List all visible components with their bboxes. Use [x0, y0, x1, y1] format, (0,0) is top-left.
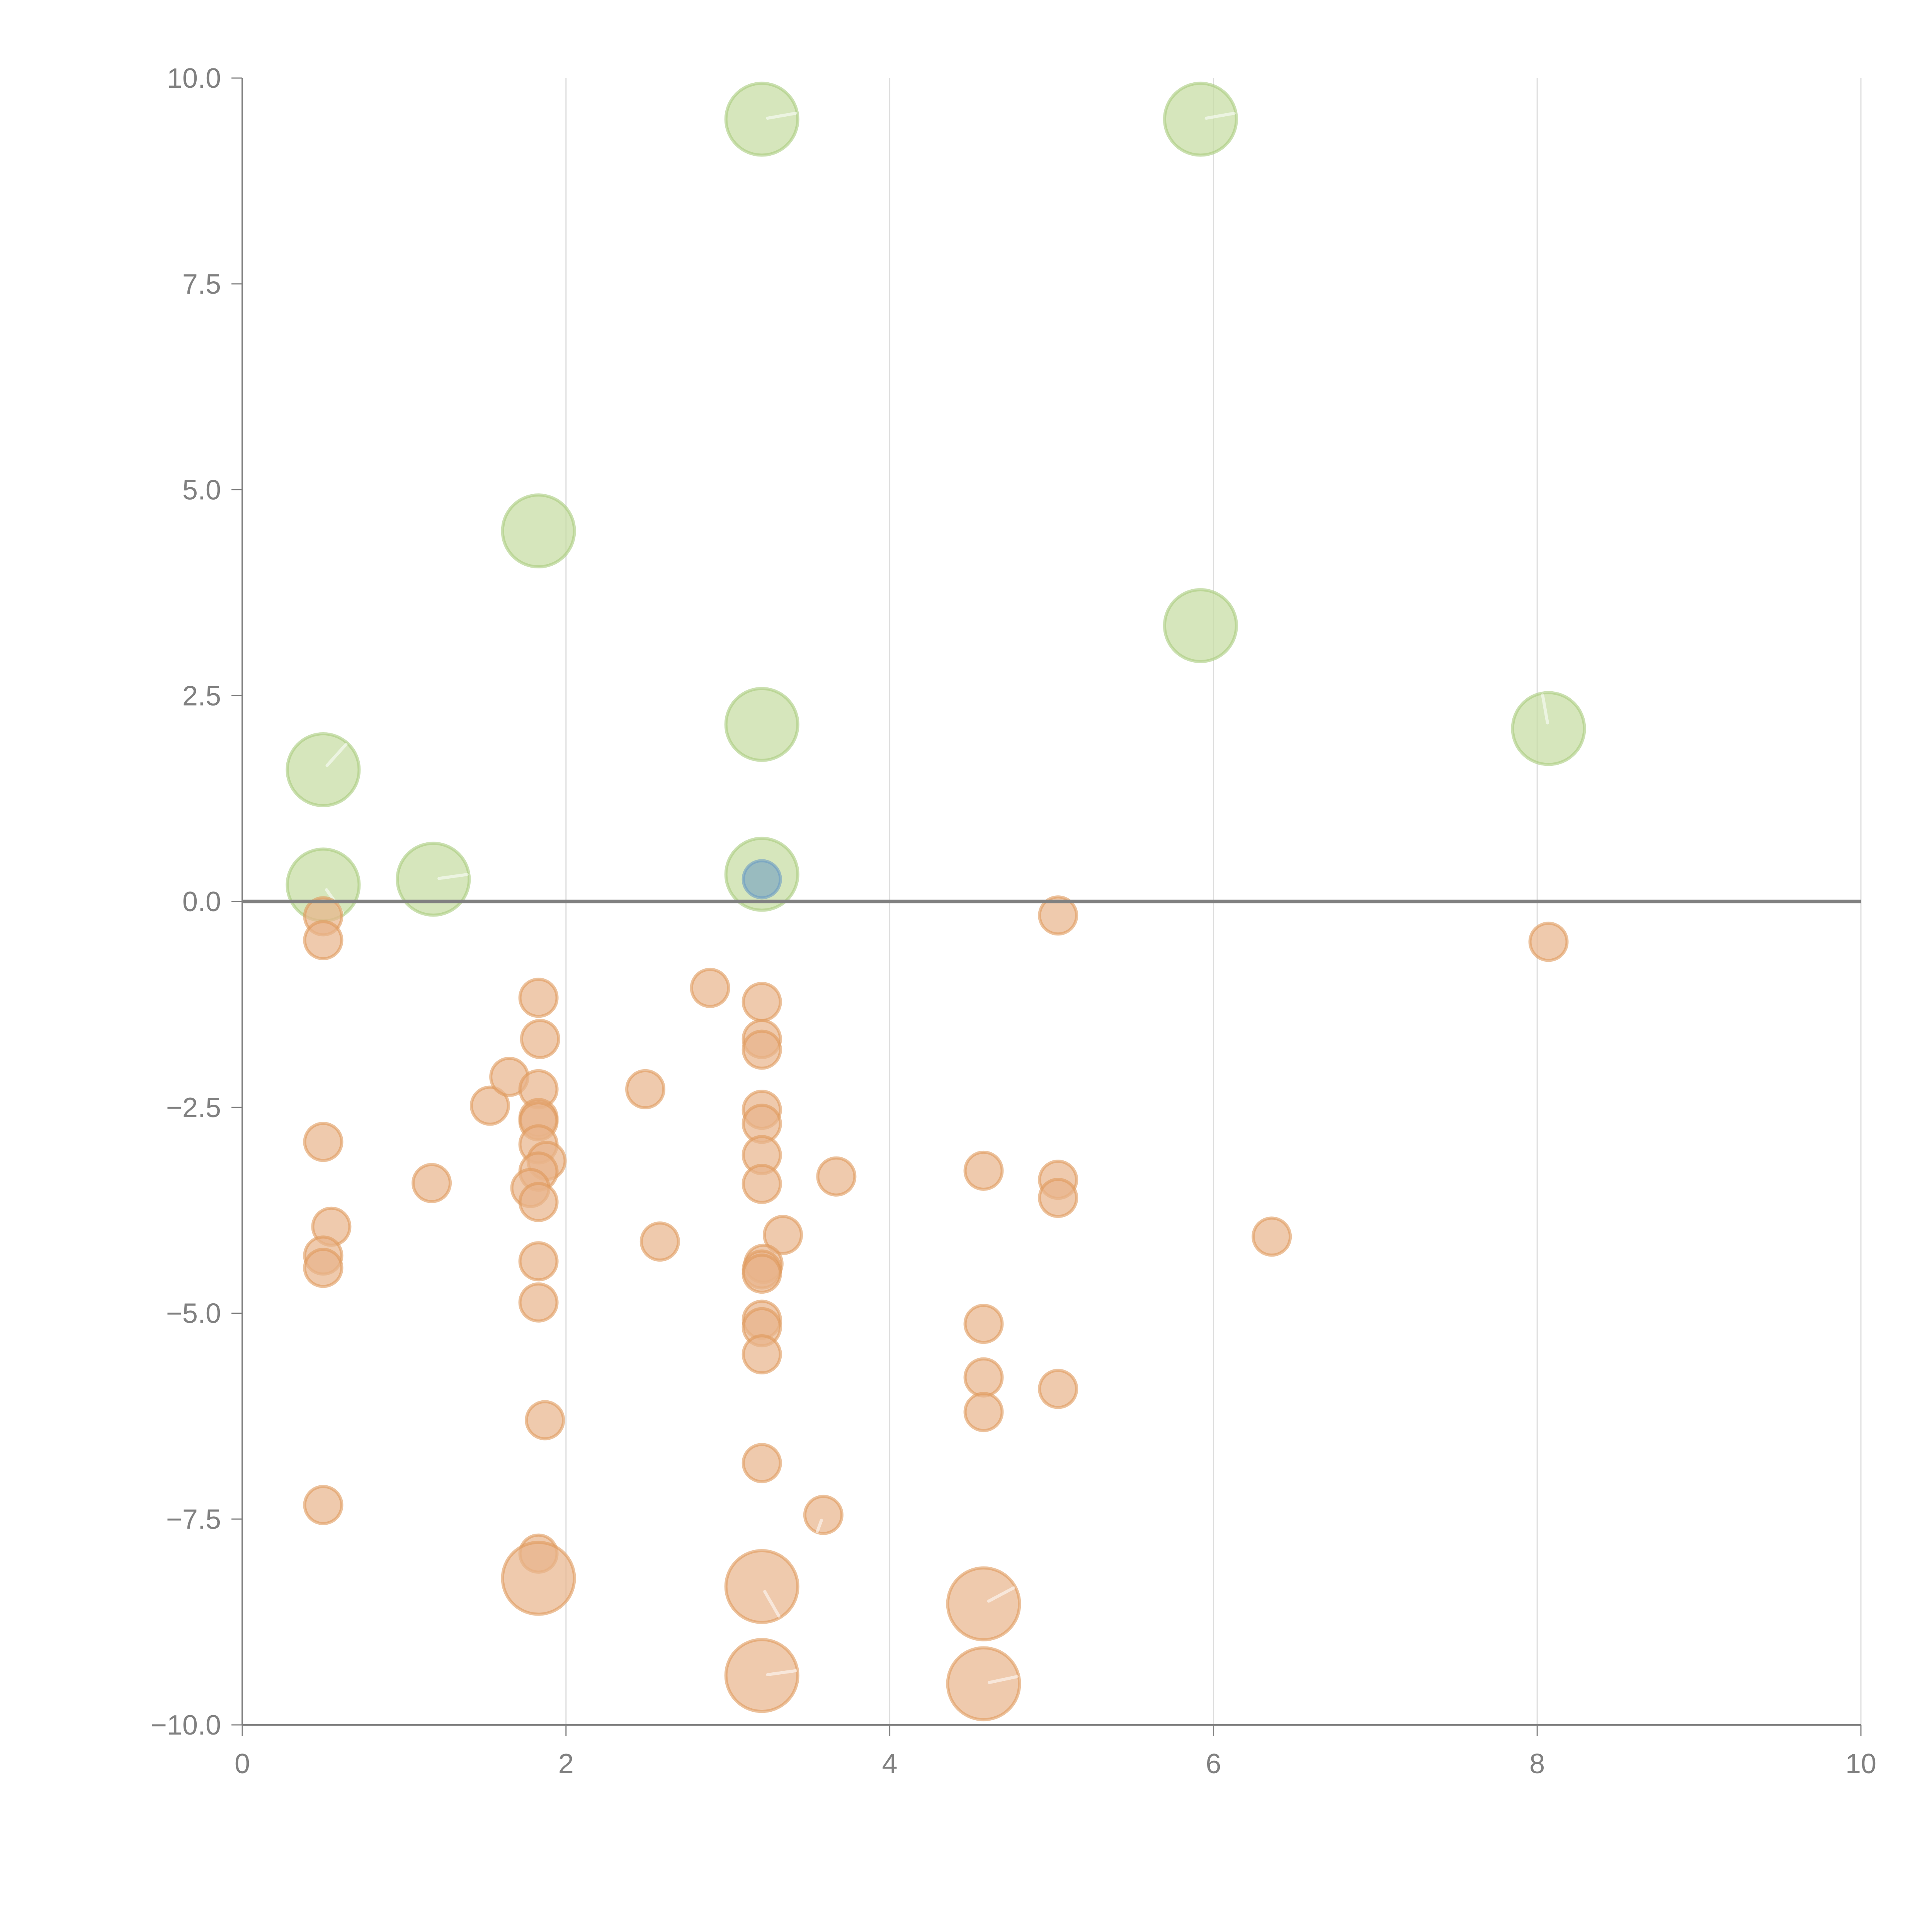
bubble-direction-mark: [1204, 112, 1236, 120]
bubble-orange-small-10: [518, 978, 559, 1018]
bubble-orange-small-48: [1038, 895, 1078, 936]
bubble-orange-small-22: [525, 1400, 565, 1440]
bubble-direction-mark: [437, 873, 469, 880]
y-tick-label: 7.5: [182, 269, 221, 300]
bubble-orange-small-34: [763, 1215, 803, 1255]
bubble-orange-small-2: [303, 1122, 344, 1162]
y-tick-label: −2.5: [166, 1092, 221, 1123]
y-tick-label: 5.0: [182, 475, 221, 506]
series-green-large: [286, 82, 1586, 923]
bubble-orange-small-44: [963, 1150, 1004, 1191]
bubble-orange-small-1: [303, 920, 344, 961]
bubble-green-large-6: [286, 732, 361, 808]
bubble-orange-small-33: [742, 1163, 782, 1204]
bubble-orange-small-41: [742, 1443, 782, 1483]
bubble-orange-small-40: [742, 1334, 782, 1375]
x-tick-label: 0: [235, 1748, 250, 1779]
bubble-orange-small-11: [520, 1019, 560, 1059]
bubble-orange-small-52: [1252, 1216, 1292, 1257]
x-axis-ticks: 0 2 4 6 8 10: [235, 1725, 1876, 1779]
x-tick-label: 8: [1529, 1748, 1545, 1779]
bubble-orange-large-2: [946, 1566, 1021, 1641]
bubble-direction-mark: [766, 1669, 798, 1677]
bubble-blue-small-0: [742, 859, 782, 900]
y-axis-ticks: 10.0 7.5 5.0 2.5 0.0 −2.5 −5.0 −7.5 −10.0: [151, 63, 242, 1741]
y-tick-label: −5.0: [166, 1298, 221, 1329]
bubble-orange-small-24: [625, 1069, 666, 1109]
bubble-orange-large-1: [724, 1549, 799, 1624]
bubble-orange-small-21: [518, 1282, 559, 1323]
bubble-green-large-2: [501, 493, 576, 569]
bubble-orange-small-45: [963, 1304, 1004, 1344]
bubble-orange-small-27: [742, 981, 782, 1022]
bubble-orange-small-25: [639, 1221, 680, 1262]
bubbles-layer: [286, 82, 1586, 1721]
y-tick-label: −7.5: [166, 1504, 221, 1535]
series-orange-large: [501, 1541, 1021, 1721]
bubble-orange-small-51: [1038, 1369, 1078, 1409]
bubble-orange-small-20: [518, 1241, 559, 1282]
bubble-direction-mark: [1541, 693, 1549, 724]
series-blue-small: [742, 859, 782, 900]
x-tick-label: 6: [1206, 1748, 1221, 1779]
bubble-orange-small-8: [469, 1085, 510, 1126]
y-tick-label: 2.5: [182, 680, 221, 711]
x-tick-label: 10: [1845, 1748, 1876, 1779]
bubble-direction-mark: [766, 112, 797, 120]
bubble-orange-small-5: [303, 1248, 344, 1288]
bubble-orange-small-6: [303, 1485, 344, 1526]
bubble-green-large-3: [1163, 588, 1238, 663]
bubble-direction-mark: [816, 1519, 823, 1533]
bubble-direction-mark: [988, 1675, 1019, 1684]
bubble-orange-large-0: [501, 1541, 576, 1616]
bubble-orange-large-4: [946, 1646, 1021, 1721]
bubble-orange-small-19: [518, 1182, 559, 1222]
y-tick-label: 0.0: [182, 886, 221, 917]
bubble-green-large-8: [396, 842, 471, 917]
axes: [242, 78, 1861, 1726]
bubble-orange-small-26: [690, 968, 730, 1008]
bubble-orange-small-46: [963, 1357, 1004, 1398]
bubble-orange-small-37: [742, 1253, 782, 1294]
bubble-orange-small-47: [963, 1392, 1004, 1432]
bubble-green-large-0: [724, 82, 799, 157]
bubble-orange-large-3: [724, 1638, 799, 1713]
bubble-direction-mark: [325, 743, 348, 767]
y-tick-label: −10.0: [151, 1710, 221, 1741]
y-tick-label: 10.0: [167, 63, 221, 94]
bubble-orange-small-53: [1528, 922, 1569, 962]
x-tick-label: 4: [882, 1748, 898, 1779]
bubble-direction-mark: [987, 1586, 1015, 1603]
bubble-direction-mark: [763, 1590, 781, 1618]
bubble-green-large-1: [1163, 82, 1238, 157]
bubble-orange-small-50: [1038, 1178, 1078, 1218]
bubble-green-large-4: [724, 687, 799, 762]
bubble-green-large-5: [1511, 691, 1586, 766]
bubble-orange-small-42: [803, 1495, 844, 1535]
x-tick-label: 2: [558, 1748, 574, 1779]
bubble-orange-small-7: [412, 1163, 452, 1203]
bubble-orange-small-29: [742, 1029, 782, 1070]
series-orange-small: [303, 895, 1569, 1574]
bubble-orange-small-43: [816, 1156, 857, 1197]
